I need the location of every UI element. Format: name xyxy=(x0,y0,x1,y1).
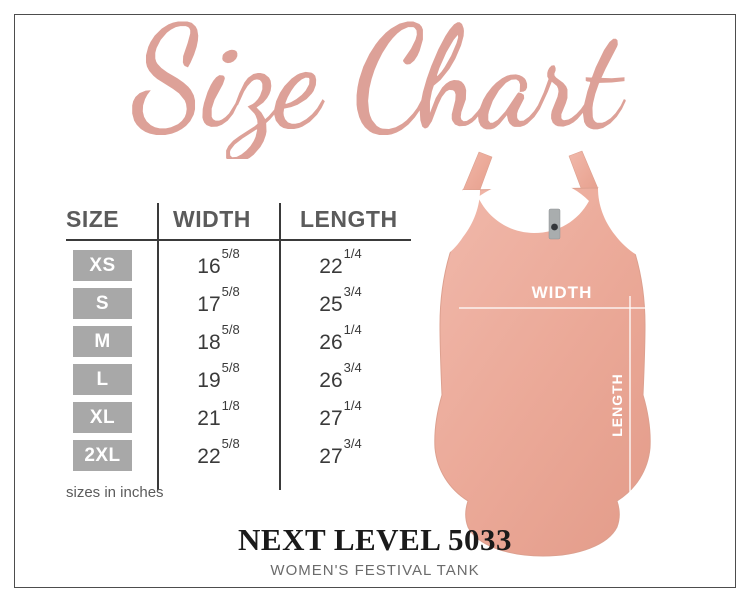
svg-text:LENGTH: LENGTH xyxy=(609,373,625,437)
svg-text:WIDTH: WIDTH xyxy=(532,283,593,302)
